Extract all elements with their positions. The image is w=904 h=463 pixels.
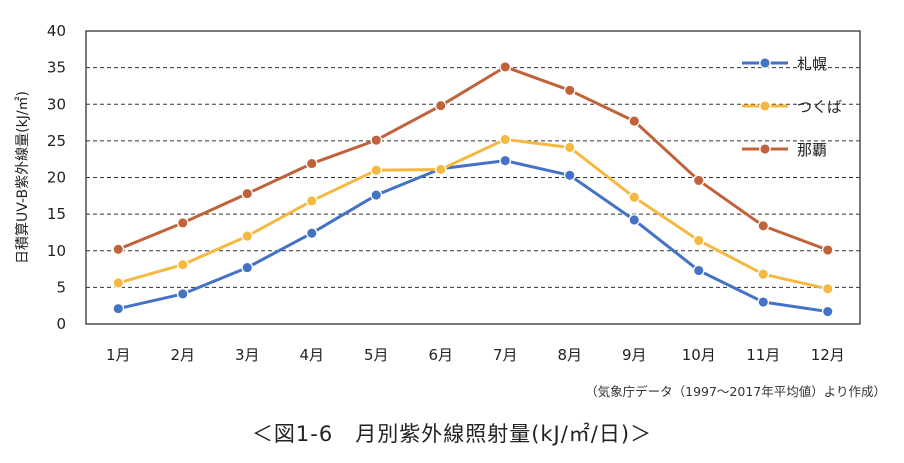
data-point bbox=[692, 234, 705, 247]
y-tick-label: 25 bbox=[47, 132, 66, 150]
data-point bbox=[692, 264, 705, 277]
x-axis-ticks: 1月 2月 3月 4月 5月 6月 7月 8月 9月 10月 11月 12月 bbox=[106, 346, 845, 364]
data-point bbox=[499, 154, 512, 167]
series-group bbox=[112, 61, 834, 318]
data-point bbox=[305, 157, 318, 170]
y-tick-label: 35 bbox=[47, 59, 66, 77]
data-point bbox=[112, 277, 125, 289]
x-tick-label: 5月 bbox=[364, 346, 389, 364]
y-tick-label: 10 bbox=[47, 242, 66, 260]
x-tick-label: 4月 bbox=[299, 346, 324, 364]
data-point bbox=[628, 191, 641, 204]
data-point bbox=[241, 230, 254, 242]
data-point bbox=[821, 305, 834, 318]
data-point bbox=[434, 163, 447, 176]
y-axis-label: 日積算UV-B紫外線量(kJ/㎡) bbox=[15, 91, 31, 264]
data-point bbox=[628, 214, 641, 226]
x-tick-label: 3月 bbox=[235, 346, 260, 364]
data-point bbox=[305, 195, 318, 207]
data-point bbox=[499, 61, 512, 73]
y-tick-label: 40 bbox=[47, 22, 66, 40]
legend-swatch-marker bbox=[759, 143, 771, 155]
data-point bbox=[628, 115, 641, 127]
x-tick-label: 10月 bbox=[682, 346, 716, 364]
source-note: （気象庁データ（1997～2017年平均値）より作成） bbox=[585, 384, 886, 399]
x-tick-label: 11月 bbox=[746, 346, 780, 364]
data-point bbox=[499, 133, 512, 146]
data-point bbox=[176, 288, 189, 300]
y-tick-label: 5 bbox=[56, 278, 66, 296]
data-point bbox=[821, 244, 834, 256]
y-tick-label: 15 bbox=[47, 205, 66, 223]
x-tick-label: 7月 bbox=[493, 346, 518, 364]
y-axis-ticks: 0 5 10 15 20 25 30 35 40 bbox=[47, 22, 66, 333]
data-point bbox=[563, 169, 576, 182]
data-point bbox=[563, 141, 576, 154]
data-point bbox=[757, 296, 770, 308]
series-line-0 bbox=[117, 159, 828, 314]
y-tick-label: 30 bbox=[47, 95, 66, 113]
data-point bbox=[241, 187, 254, 200]
grid-lines bbox=[85, 30, 861, 325]
x-tick-label: 6月 bbox=[428, 346, 453, 364]
data-point bbox=[757, 219, 770, 232]
data-point bbox=[692, 174, 705, 187]
data-point bbox=[370, 164, 383, 177]
legend-swatch-marker bbox=[759, 100, 771, 112]
legend-label: 那覇 bbox=[797, 141, 827, 159]
y-tick-label: 20 bbox=[47, 169, 66, 187]
legend-swatch-marker bbox=[759, 57, 771, 69]
data-point bbox=[370, 134, 383, 146]
legend-label: つくば bbox=[797, 98, 842, 116]
x-tick-label: 1月 bbox=[106, 346, 131, 364]
data-point bbox=[434, 99, 447, 112]
series-line-1 bbox=[117, 137, 829, 291]
data-point bbox=[563, 84, 576, 97]
x-tick-label: 12月 bbox=[811, 346, 845, 364]
x-tick-label: 9月 bbox=[622, 346, 647, 364]
x-tick-label: 2月 bbox=[170, 346, 195, 364]
series-line-2 bbox=[117, 65, 829, 252]
data-point bbox=[757, 268, 770, 281]
data-point bbox=[370, 189, 383, 201]
uv-line-chart: 0 5 10 15 20 25 30 35 40 1月 2月 3月 4月 5月 6月 7月 8月 9月 10月 11… bbox=[15, 22, 861, 364]
legend-label: 札幌 bbox=[797, 55, 827, 73]
y-tick-label: 0 bbox=[56, 315, 66, 333]
data-point bbox=[176, 217, 189, 229]
data-point bbox=[112, 302, 125, 315]
data-point bbox=[241, 261, 254, 274]
data-point bbox=[112, 243, 125, 256]
figure-caption: ＜図1-6 月別紫外線照射量(kJ/㎡/日)＞ bbox=[251, 422, 653, 446]
data-point bbox=[176, 258, 189, 271]
data-point bbox=[305, 227, 318, 240]
x-tick-label: 8月 bbox=[557, 346, 582, 364]
data-point bbox=[821, 282, 834, 295]
